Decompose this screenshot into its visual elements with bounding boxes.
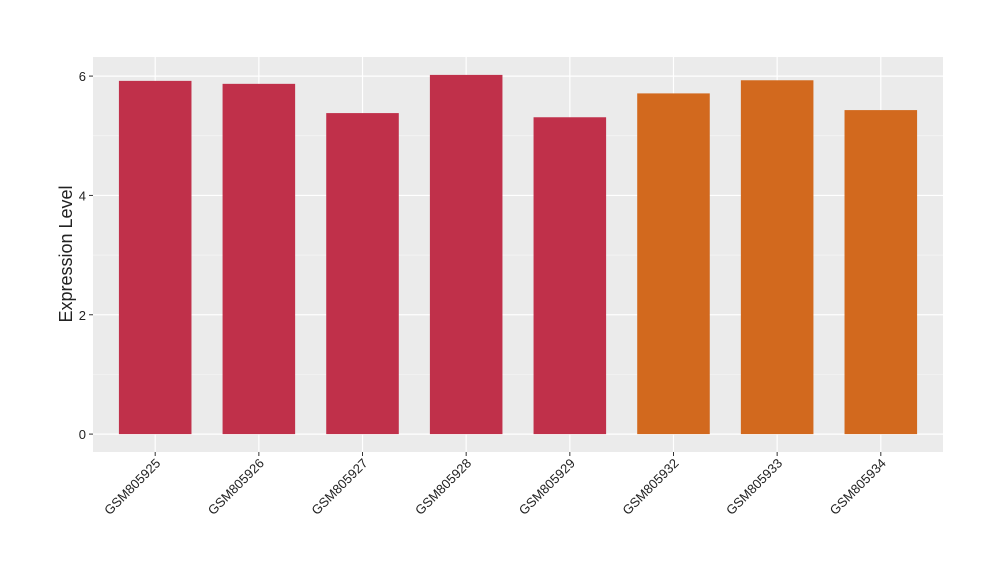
x-tick-label: GSM805926	[205, 456, 267, 518]
x-tick-label: GSM805925	[101, 456, 163, 518]
y-tick-label: 0	[79, 427, 86, 442]
x-tick-label: GSM805928	[412, 456, 474, 518]
y-tick-label: 6	[79, 69, 86, 84]
x-tick-label: GSM805929	[516, 456, 578, 518]
bar	[740, 80, 814, 435]
y-axis-label: Expression Level	[56, 185, 76, 322]
bar	[222, 83, 296, 435]
bar	[533, 117, 607, 435]
y-tick-label: 4	[79, 188, 86, 203]
panel	[93, 57, 943, 452]
bar	[118, 80, 192, 435]
x-tick-label: GSM805933	[723, 456, 785, 518]
bar	[637, 93, 710, 435]
bar	[844, 110, 918, 435]
bar	[326, 113, 399, 435]
x-tick-label: GSM805932	[619, 456, 681, 518]
x-tick-label: GSM805927	[308, 456, 370, 518]
y-tick-label: 2	[79, 308, 86, 323]
bar	[429, 74, 503, 435]
x-tick-label: GSM805934	[827, 456, 889, 518]
